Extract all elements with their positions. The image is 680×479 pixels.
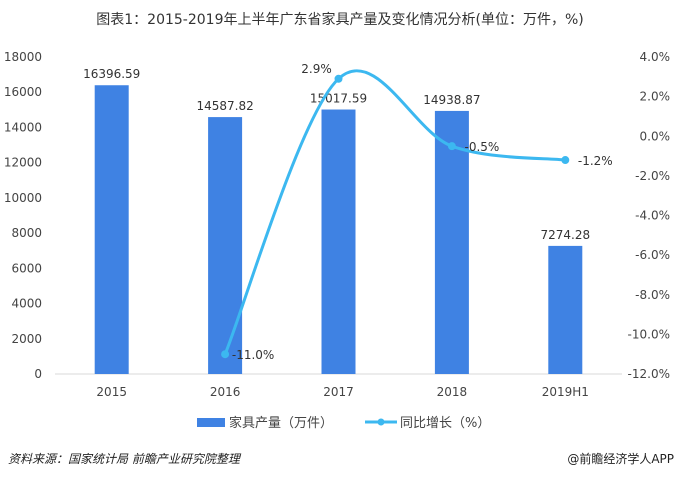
line-point (561, 156, 570, 165)
left-tick-label: 14000 (4, 120, 42, 134)
line-data-label: 2.9% (301, 62, 332, 76)
bar (94, 85, 129, 375)
legend-bar-swatch (197, 418, 225, 427)
left-tick-label: 12000 (4, 156, 42, 170)
bar-data-label: 7274.28 (540, 228, 590, 242)
line-point (221, 350, 230, 359)
left-tick-label: 10000 (4, 191, 42, 205)
bar-data-label: 15017.59 (310, 92, 367, 106)
bar (548, 245, 583, 374)
legend-line-marker (377, 418, 385, 426)
right-tick-label: -10.0% (628, 327, 670, 341)
bar (321, 109, 356, 374)
bar-data-label: 14938.87 (423, 93, 480, 107)
right-tick-label: -6.0% (635, 248, 670, 262)
bar-data-label: 16396.59 (83, 67, 140, 81)
line-data-label: -11.0% (232, 348, 274, 362)
credit-note: @前瞻经济学人APP (567, 452, 674, 466)
line-data-label: -0.5% (464, 140, 499, 154)
line-point (334, 74, 343, 83)
right-tick-label: -8.0% (635, 288, 670, 302)
bar-data-label: 14587.82 (196, 99, 253, 113)
right-tick-label: -4.0% (635, 209, 670, 223)
right-tick-label: -2.0% (635, 169, 670, 183)
legend-bar-label: 家具产量（万件） (229, 415, 333, 431)
x-tick-label: 2017 (323, 385, 354, 399)
left-tick-label: 2000 (11, 332, 42, 346)
line-series (223, 69, 566, 355)
line-point (447, 142, 456, 151)
line-data-label: -1.2% (578, 154, 613, 168)
left-tick-label: 18000 (4, 50, 42, 64)
source-note: 资料来源：国家统计局 前瞻产业研究院整理 (8, 452, 240, 466)
bar (434, 110, 469, 374)
left-tick-label: 4000 (11, 297, 42, 311)
left-tick-label: 6000 (11, 261, 42, 275)
x-tick-label: 2018 (437, 385, 468, 399)
right-tick-label: -12.0% (628, 367, 670, 381)
right-tick-label: 2.0% (640, 90, 671, 104)
left-tick-label: 16000 (4, 85, 42, 99)
left-tick-label: 8000 (11, 226, 42, 240)
right-tick-label: 4.0% (640, 50, 671, 64)
x-tick-label: 2016 (210, 385, 241, 399)
x-tick-label: 2015 (96, 385, 127, 399)
bar (208, 117, 243, 374)
left-tick-label: 0 (34, 367, 42, 381)
chart-title: 图表1：2015-2019年上半年广东省家具产量及变化情况分析(单位：万件，%) (96, 12, 584, 28)
x-tick-label: 2019H1 (542, 385, 589, 399)
legend-line-label: 同比增长（%） (400, 416, 490, 431)
right-tick-label: 0.0% (640, 129, 671, 143)
